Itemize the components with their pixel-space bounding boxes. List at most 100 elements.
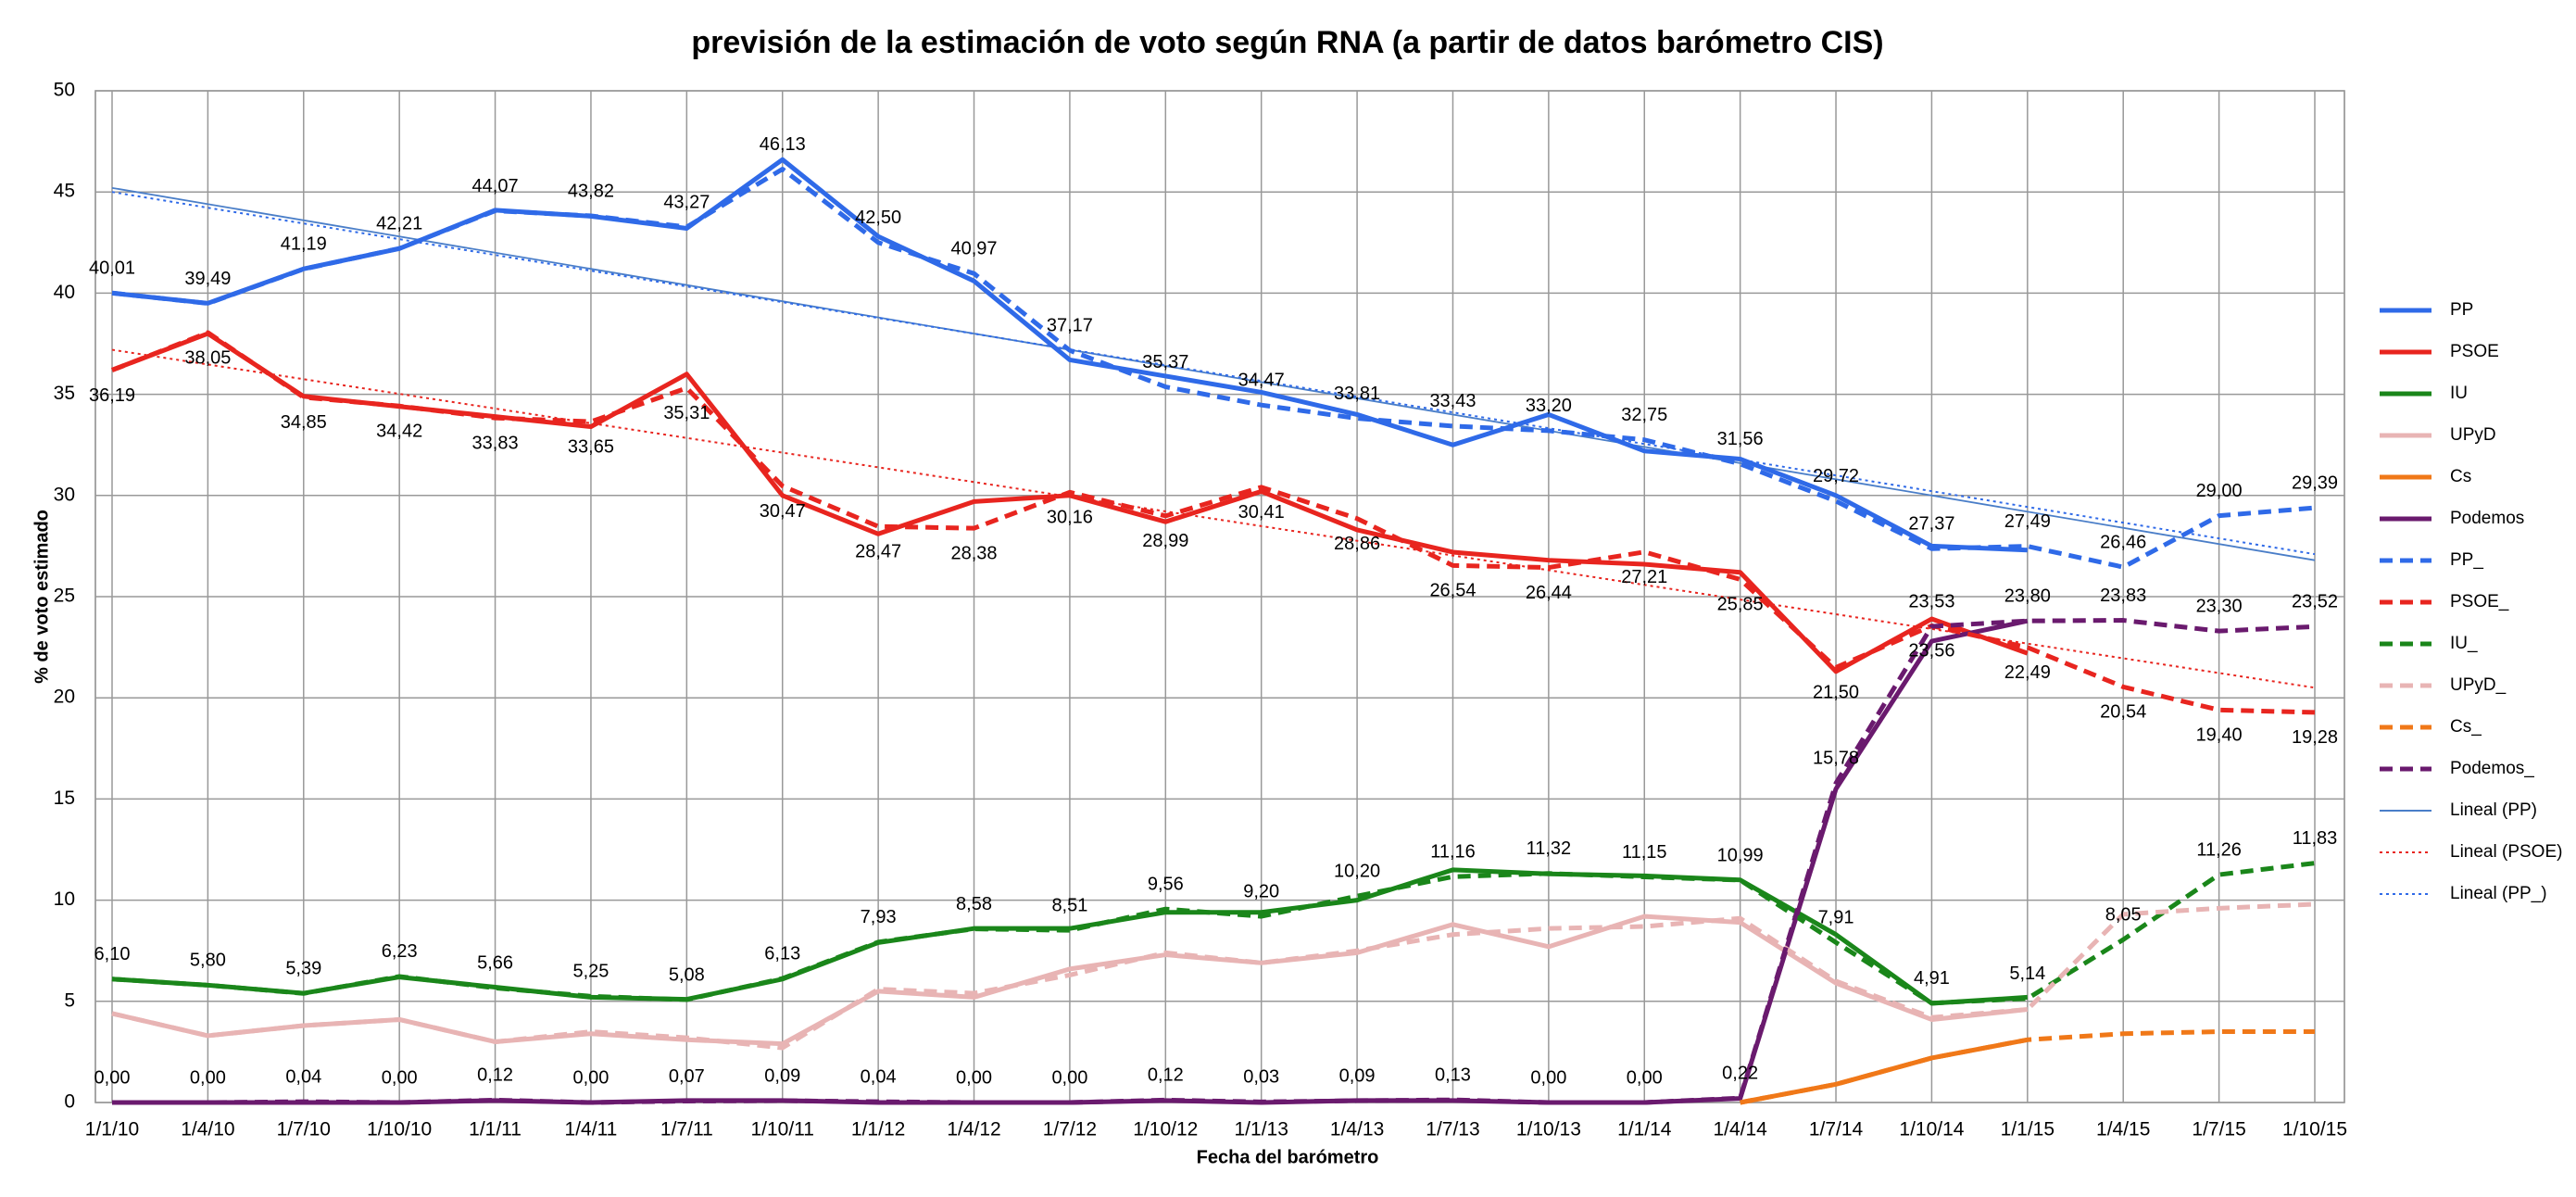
series-line xyxy=(1740,1029,2315,1105)
data-label: 0,12 xyxy=(477,1065,513,1086)
data-label: 11,32 xyxy=(1527,838,1572,859)
legend-label: PP xyxy=(2450,300,2473,320)
series-line xyxy=(111,167,2316,570)
data-label: 0,04 xyxy=(285,1066,321,1087)
data-label: 40,97 xyxy=(950,238,997,258)
x-tick-label: 1/4/11 xyxy=(565,1119,618,1140)
x-tick-label: 1/1/10 xyxy=(85,1119,139,1140)
trendline xyxy=(111,191,2316,556)
data-label: 26,54 xyxy=(1429,581,1476,601)
x-tick-label: 1/10/13 xyxy=(1516,1119,1581,1140)
x-tick-label: 1/7/13 xyxy=(1426,1119,1479,1140)
data-label: 36,19 xyxy=(89,385,135,406)
data-label: 43,27 xyxy=(663,192,710,212)
data-label: 34,85 xyxy=(281,412,327,433)
legend-label: IU xyxy=(2450,384,2468,403)
data-label: 0,00 xyxy=(1530,1067,1566,1088)
data-label: 46,13 xyxy=(760,134,806,155)
data-label: 0,13 xyxy=(1435,1065,1471,1085)
x-tick-label: 1/4/15 xyxy=(2096,1119,2150,1140)
data-label: 28,99 xyxy=(1142,531,1188,551)
y-tick-label: 45 xyxy=(54,181,75,202)
data-label: 6,10 xyxy=(94,944,131,964)
data-label: 23,53 xyxy=(1908,591,1954,611)
legend-label: IU_ xyxy=(2450,634,2478,653)
data-label: 5,14 xyxy=(2009,964,2045,984)
data-label: 15,78 xyxy=(1813,749,1859,769)
data-label: 34,47 xyxy=(1238,370,1285,390)
data-label: 31,56 xyxy=(1717,429,1764,449)
data-label: 0,03 xyxy=(1243,1067,1279,1088)
data-label: 0,12 xyxy=(1148,1065,1184,1086)
chart-title: previsión de la estimación de voto según… xyxy=(691,25,1883,60)
legend-label: PSOE_ xyxy=(2450,592,2509,611)
trendline xyxy=(111,186,2316,561)
data-label: 30,41 xyxy=(1238,502,1285,523)
x-tick-label: 1/4/10 xyxy=(181,1119,234,1140)
legend-label: PSOE xyxy=(2450,342,2499,361)
data-label: 9,20 xyxy=(1243,881,1279,901)
data-label: 23,80 xyxy=(2004,586,2051,606)
data-label: 40,01 xyxy=(89,258,135,278)
data-label: 44,07 xyxy=(472,176,519,196)
x-tick-label: 1/1/12 xyxy=(851,1119,905,1140)
data-label: 19,40 xyxy=(2196,725,2243,746)
data-label: 35,37 xyxy=(1142,352,1188,372)
data-label: 8,05 xyxy=(2105,904,2142,925)
data-label: 30,47 xyxy=(760,501,806,522)
data-label: 22,49 xyxy=(2004,662,2051,683)
x-tick-label: 1/4/13 xyxy=(1330,1119,1384,1140)
data-label: 32,75 xyxy=(1621,405,1667,425)
x-tick-label: 1/4/14 xyxy=(1713,1119,1767,1140)
x-tick-label: 1/7/14 xyxy=(1809,1119,1864,1140)
legend-label: UPyD_ xyxy=(2450,675,2507,695)
data-label: 33,83 xyxy=(472,433,519,453)
x-tick-label: 1/10/14 xyxy=(1899,1119,1964,1140)
series-line xyxy=(111,330,2316,715)
x-tick-label: 1/10/11 xyxy=(750,1119,814,1140)
data-label: 5,25 xyxy=(572,962,609,982)
data-label: 8,58 xyxy=(956,894,992,914)
data-label: 41,19 xyxy=(281,234,327,255)
y-tick-label: 35 xyxy=(54,383,75,404)
x-tick-label: 1/7/11 xyxy=(660,1119,713,1140)
data-label: 0,00 xyxy=(94,1067,131,1088)
data-label: 42,50 xyxy=(855,208,901,228)
x-tick-label: 1/7/10 xyxy=(277,1119,331,1140)
y-axis-title: % de voto estimado xyxy=(31,510,52,684)
data-label: 34,42 xyxy=(376,422,422,442)
data-label: 28,86 xyxy=(1334,534,1380,554)
legend-label: Podemos_ xyxy=(2450,759,2534,778)
data-label: 11,16 xyxy=(1430,842,1476,863)
data-label: 11,15 xyxy=(1622,842,1667,863)
y-tick-label: 10 xyxy=(54,888,75,910)
data-label: 8,51 xyxy=(1051,895,1087,915)
x-tick-label: 1/10/15 xyxy=(2282,1119,2347,1140)
y-tick-label: 0 xyxy=(64,1091,75,1113)
y-tick-label: 5 xyxy=(64,989,75,1011)
y-tick-label: 15 xyxy=(54,788,75,809)
data-label: 6,13 xyxy=(764,943,800,964)
data-label: 33,20 xyxy=(1526,396,1572,416)
data-label: 11,26 xyxy=(2196,839,2242,860)
data-label: 38,05 xyxy=(184,347,231,368)
data-label: 10,99 xyxy=(1717,845,1764,865)
data-label: 5,80 xyxy=(190,951,226,971)
x-tick-label: 1/7/12 xyxy=(1043,1119,1097,1140)
series-line xyxy=(112,618,2316,1105)
data-label: 23,30 xyxy=(2196,596,2243,616)
data-label: 27,21 xyxy=(1621,567,1667,587)
legend-label: Cs_ xyxy=(2450,717,2482,737)
data-label: 11,83 xyxy=(2293,828,2338,849)
data-label: 0,00 xyxy=(1051,1067,1087,1088)
data-label: 7,93 xyxy=(861,907,897,927)
data-label: 20,54 xyxy=(2100,702,2146,723)
series-line xyxy=(111,901,2316,1051)
legend-label: Lineal (PP_) xyxy=(2450,884,2547,903)
data-label: 0,00 xyxy=(382,1067,418,1088)
data-label: 26,44 xyxy=(1526,583,1572,603)
legend-label: UPyD xyxy=(2450,425,2496,445)
data-label: 29,72 xyxy=(1813,466,1859,486)
data-label: 42,21 xyxy=(376,213,422,233)
